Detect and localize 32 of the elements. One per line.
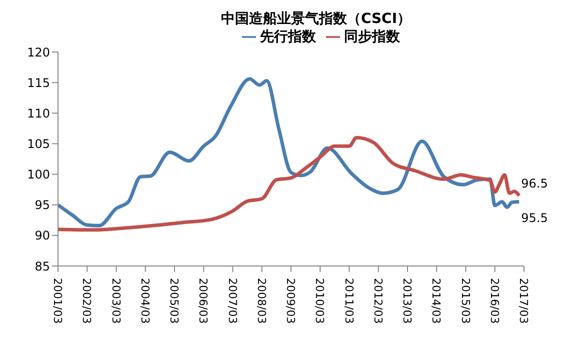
x-tick-label: 2016/03 [488,278,501,324]
legend-label: 同步指数 [344,29,400,45]
x-tick-label: 2015/03 [458,278,472,324]
x-tick-label: 2005/03 [168,278,180,324]
y-tick-label: 95 [34,198,50,212]
y-tick-label: 105 [27,136,50,151]
x-tick-label: 2012/03 [371,278,384,324]
x-tick-label: 2017/03 [517,278,530,324]
annotation: 96.5 [521,176,548,191]
x-tick-label: 2008/03 [254,278,268,324]
y-tick-label: 110 [27,106,50,120]
x-tick-label: 2004/03 [138,278,152,324]
chart-title: 中国造船业景气指数（CSCI） [220,10,412,28]
y-tick-label: 100 [27,168,50,182]
legend-label: 先行指数 [260,29,316,45]
annotation: 95.5 [521,210,548,225]
x-tick-label: 2001/03 [51,278,64,324]
line-series [58,77,521,228]
x-tick-label: 2009/03 [284,278,297,324]
line-series [58,136,521,232]
x-tick-label: 2013/03 [400,278,414,324]
x-tick-label: 2014/03 [430,278,443,324]
x-tick-label: 2010/03 [313,278,326,324]
x-tick-label: 2006/03 [196,278,210,324]
y-tick-label: 115 [27,76,50,90]
y-tick-label: 85 [34,259,50,274]
y-tick-label: 120 [27,45,50,60]
x-tick-label: 2011/03 [342,278,356,324]
x-tick-label: 2003/03 [109,278,122,324]
y-tick-label: 90 [34,228,50,243]
x-tick-label: 2002/03 [80,278,94,324]
x-tick-label: 2007/03 [226,278,239,324]
